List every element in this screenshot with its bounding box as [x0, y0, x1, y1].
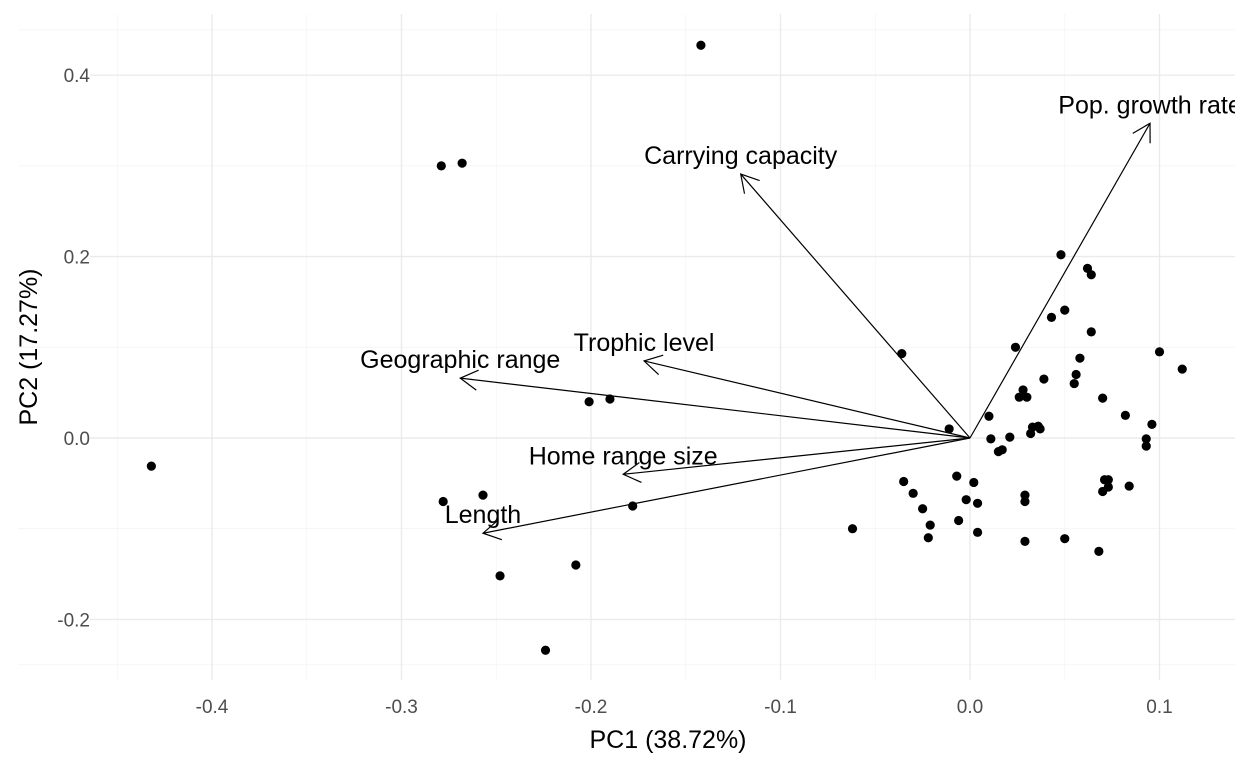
data-point — [605, 394, 615, 404]
loading-arrow — [643, 360, 971, 439]
x-tick-label: -0.2 — [575, 697, 608, 718]
data-point — [952, 471, 962, 481]
y-tick-label: 0.0 — [64, 429, 90, 450]
data-point — [1010, 342, 1021, 352]
data-point — [1069, 378, 1079, 389]
loading-label: Length — [445, 501, 521, 529]
data-point — [897, 349, 907, 359]
minor-gridlines — [18, 14, 1235, 680]
loading-arrow — [482, 437, 971, 534]
loading-arrow — [460, 377, 971, 439]
y-tick-label: 0.4 — [64, 66, 91, 87]
data-point — [1103, 482, 1113, 492]
data-point — [986, 434, 996, 444]
loading-arrow — [969, 122, 1151, 439]
data-point — [972, 498, 983, 508]
x-axis-title: PC1 (38.72%) — [589, 726, 746, 754]
data-point — [1094, 546, 1104, 556]
loading-arrows — [459, 122, 1151, 541]
data-point — [961, 495, 971, 505]
data-point — [972, 527, 983, 537]
data-point — [1141, 441, 1151, 451]
data-point — [1022, 392, 1032, 402]
data-point — [696, 40, 706, 50]
data-point — [571, 560, 581, 570]
data-point — [1039, 374, 1049, 384]
loading-arrow — [623, 437, 971, 475]
data-point — [984, 411, 994, 421]
data-point — [540, 645, 551, 655]
data-point — [1086, 327, 1096, 337]
data-point — [847, 524, 858, 534]
data-point — [1046, 312, 1057, 322]
data-point — [478, 490, 488, 500]
x-tick-label: -0.3 — [385, 697, 418, 718]
data-point — [1056, 250, 1066, 260]
data-point — [1060, 534, 1070, 544]
data-point — [1020, 496, 1030, 507]
x-tick-label: -0.1 — [764, 697, 797, 718]
data-point — [923, 533, 933, 543]
data-point — [969, 477, 979, 488]
y-tick-label: 0.2 — [64, 248, 90, 269]
data-points — [146, 40, 1187, 655]
loading-label: Pop. growth rate — [1058, 91, 1241, 119]
data-point — [899, 476, 909, 487]
data-point — [1177, 364, 1187, 374]
loading-label: Geographic range — [360, 346, 560, 374]
data-point — [495, 571, 505, 581]
data-point — [1020, 536, 1030, 546]
y-tick-label: -0.2 — [57, 610, 90, 631]
data-point — [146, 461, 156, 471]
data-point — [1103, 475, 1113, 485]
x-tick-label: 0.0 — [957, 697, 983, 718]
data-point — [1141, 434, 1151, 444]
loading-arrowhead — [622, 462, 642, 483]
data-point — [1086, 270, 1096, 280]
loading-arrowhead — [1132, 122, 1151, 144]
data-point — [925, 520, 935, 530]
data-point — [1018, 385, 1028, 395]
data-point — [997, 445, 1007, 455]
data-point — [438, 496, 448, 507]
major-gridlines — [90, 14, 1235, 680]
y-axis-title: PC2 (17.27%) — [15, 268, 43, 425]
loading-arrowhead — [459, 369, 479, 391]
loading-label: Carrying capacity — [644, 142, 838, 170]
data-point — [1098, 393, 1108, 403]
loading-label: Home range size — [529, 442, 718, 470]
x-axis-tick-labels: -0.4 -0.3 -0.2 -0.1 0.0 0.1 — [196, 697, 1173, 718]
data-point — [1014, 392, 1024, 402]
data-point — [1005, 432, 1015, 442]
data-point — [1035, 424, 1045, 434]
data-point — [1147, 419, 1157, 429]
x-tick-label: 0.1 — [1146, 697, 1172, 718]
data-point — [1120, 410, 1130, 420]
loading-arrowhead — [739, 173, 760, 194]
data-point — [584, 397, 594, 407]
data-point — [457, 158, 467, 168]
loading-labels: Pop. growth rate Carrying capacity Trophic… — [360, 91, 1241, 529]
data-point — [436, 161, 446, 171]
loading-label: Trophic level — [574, 329, 715, 357]
data-point — [1075, 353, 1085, 363]
data-point — [944, 424, 954, 434]
data-point — [1071, 369, 1081, 380]
data-point — [954, 515, 964, 526]
loading-arrow — [740, 173, 971, 439]
data-point — [1060, 305, 1070, 315]
data-point — [1154, 347, 1165, 357]
data-point — [908, 488, 918, 498]
y-axis-tick-labels: -0.2 0.0 0.2 0.4 — [57, 66, 90, 631]
data-point — [1020, 490, 1030, 500]
loading-arrowhead — [642, 354, 664, 376]
x-tick-label: -0.4 — [196, 697, 229, 718]
data-point — [1124, 481, 1134, 491]
data-point — [918, 504, 928, 514]
loading-arrowhead — [481, 519, 503, 541]
